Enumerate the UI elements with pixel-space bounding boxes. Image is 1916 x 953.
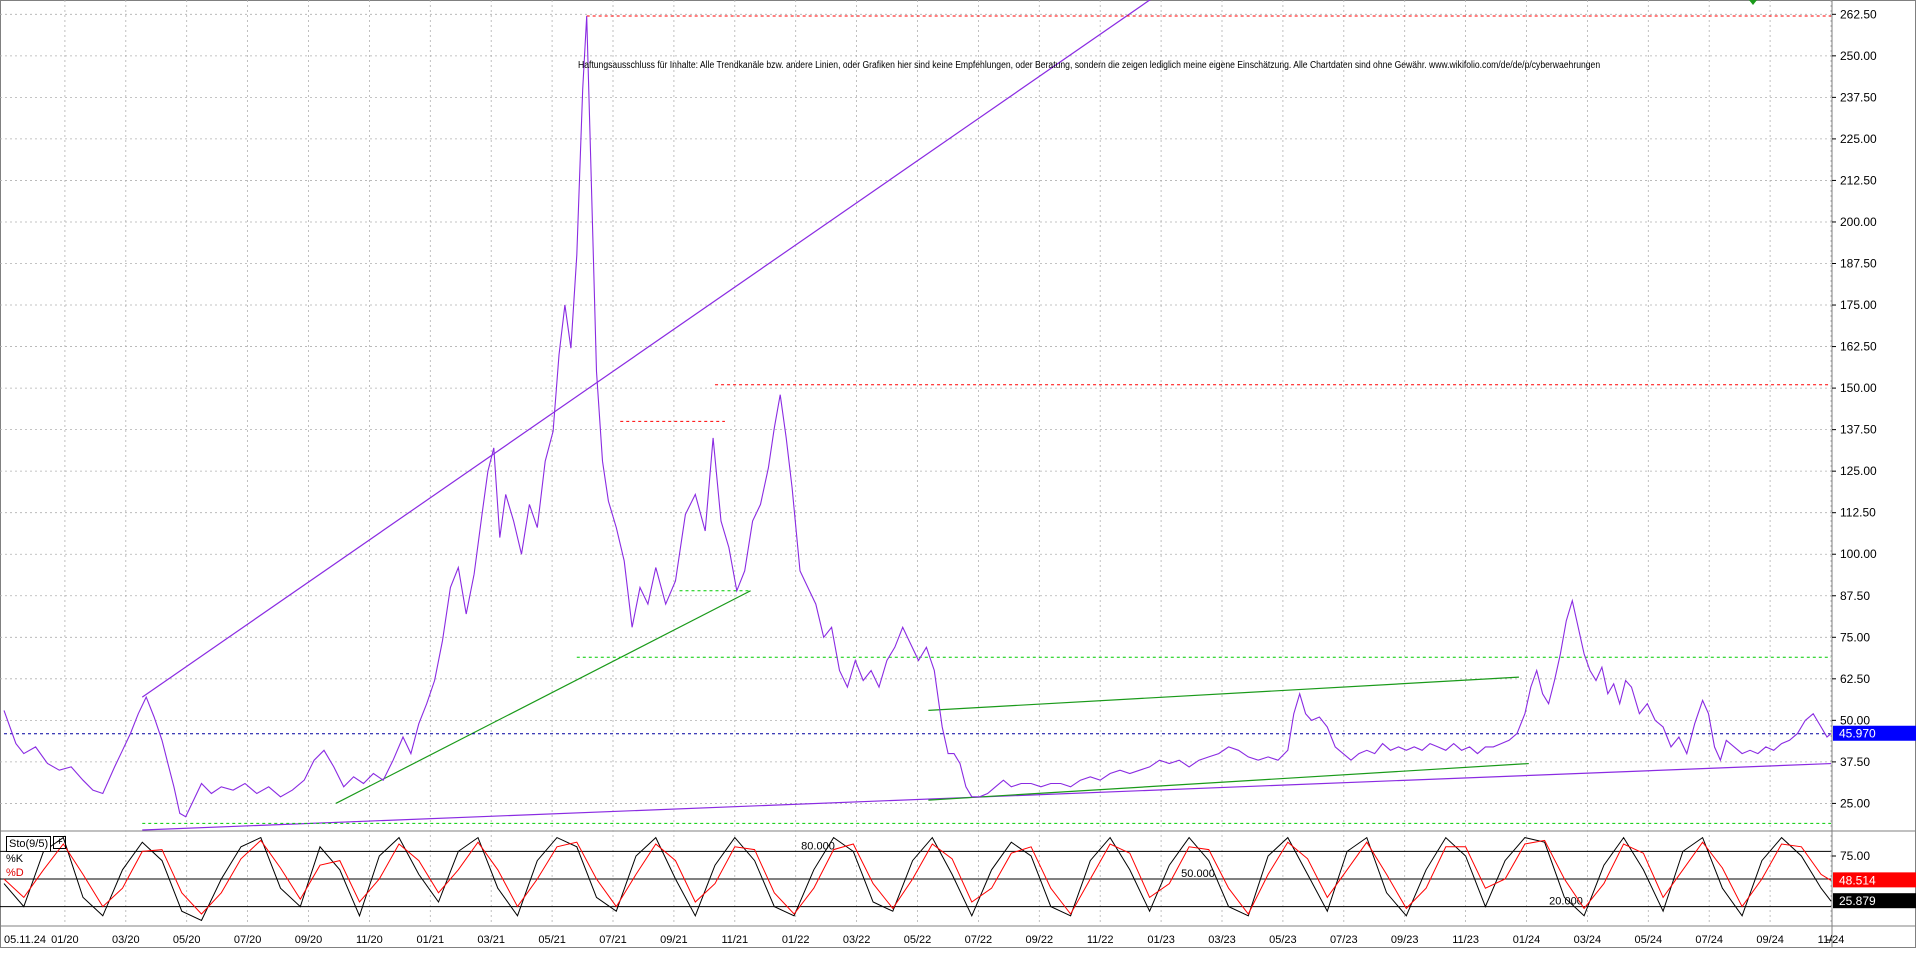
x-tick-label: 01/21 [417,934,445,946]
y-tick-label: 175.00 [1840,298,1877,312]
indicator-name[interactable]: Sto(9/5) [6,836,52,852]
y-tick-label: 137.50 [1840,423,1877,437]
x-tick-label: 09/20 [295,934,323,946]
x-tick-label: 01/24 [1513,934,1541,946]
current-price-badge [1833,725,1916,741]
x-tick-label: 05/24 [1635,934,1663,946]
x-tick-label: 09/24 [1756,934,1784,946]
y-tick-label: 187.50 [1840,257,1877,271]
x-tick-label: 03/20 [112,934,140,946]
x-tick-label: 07/23 [1330,934,1358,946]
y-tick-label: 125.00 [1840,464,1877,478]
x-tick-label: 03/22 [843,934,871,946]
y-tick-label: 100.00 [1840,547,1877,561]
x-tick-label: 05/22 [904,934,932,946]
stoch-k-label: %K [6,853,24,865]
stoch-k-line [3,836,1832,922]
y-tick-label: 37.50 [1840,755,1870,769]
x-tick-label: 07/22 [965,934,993,946]
y-tick-label: 162.50 [1840,340,1877,354]
trendline-green [928,762,1529,801]
y-tick-label: 25.00 [1840,796,1870,810]
y-tick-label: 112.50 [1840,506,1876,520]
stoch-level-label: 80.000 [801,840,835,852]
y-tick-label: 87.50 [1840,589,1870,603]
x-tick-label: 01/22 [782,934,810,946]
stoch-d-label: %D [6,867,24,879]
x-tick-label: 07/21 [599,934,627,946]
stoch-k-value: 25.879 [1839,894,1876,908]
x-tick-label: 03/23 [1208,934,1236,946]
x-tick-label: 11/23 [1452,934,1479,946]
x-tick-label: 09/23 [1391,934,1419,946]
x-tick-label: 11/22 [1087,934,1114,946]
x-tick-label: 07/24 [1695,934,1723,946]
x-tick-label: 01/20 [51,934,79,946]
y-tick-label: 50.00 [1840,713,1870,727]
x-tick-label: 03/21 [477,934,505,946]
x-tick-label: 05/23 [1269,934,1297,946]
trendline-violet [141,0,1151,698]
x-tick-label: 07/20 [234,934,262,946]
current-price-label: 45.970 [1839,727,1876,741]
indicator-legend: Sto(9/5) + %K %D [6,836,67,880]
stoch-y-tick-label: 75.00 [1840,849,1870,863]
stoch-level-label: 50.000 [1181,868,1215,880]
stoch-k-badge [1833,893,1916,909]
stoch-level-label: 20.000 [1549,896,1583,908]
price-line [3,15,1832,818]
disclaimer-text: Haftungsausschluss für Inhalte: Alle Tre… [578,60,1601,71]
y-tick-label: 75.00 [1840,630,1870,644]
x-tick-label: 03/24 [1574,934,1602,946]
x-tick-label: 11/20 [356,934,383,946]
y-tick-label: 225.00 [1840,132,1877,146]
x-tick-label: 11/21 [721,934,748,946]
y-tick-label: 150.00 [1840,381,1877,395]
stoch-d-value: 48.514 [1839,873,1876,887]
stoch-d-badge [1833,872,1916,888]
x-tick-label: 05/21 [538,934,566,946]
x-tick-label: 09/22 [1026,934,1054,946]
y-tick-label: 200.00 [1840,215,1877,229]
y-tick-label: 212.50 [1840,173,1877,187]
y-tick-label: 237.50 [1840,90,1877,104]
y-tick-label: 262.50 [1840,7,1877,21]
top-marker [1749,0,1757,5]
trendline-green [928,676,1519,711]
y-tick-label: 250.00 [1840,49,1877,63]
x-tick-label: 05/20 [173,934,201,946]
x-tick-label: 01/23 [1147,934,1175,946]
x-tick-label: 05.11.24 [4,934,46,946]
x-tick-label: 09/21 [660,934,688,946]
add-indicator-button[interactable]: + [53,836,67,849]
trendline-green [335,590,751,804]
y-tick-label: 62.50 [1840,672,1870,686]
stoch-d-line [3,839,1832,915]
